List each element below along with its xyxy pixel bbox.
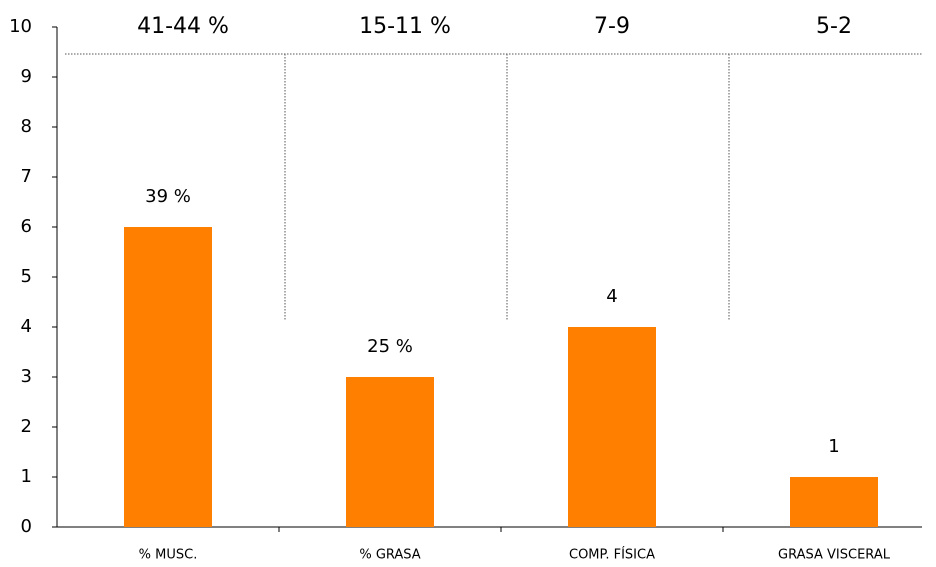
x-tick-label: GRASA VISCERAL [778, 548, 891, 563]
bar [124, 227, 212, 527]
x-tick-label: % MUSC. [139, 548, 198, 563]
bar-label: 39 % [145, 186, 191, 207]
y-tick-label: 8 [21, 116, 32, 137]
y-tick-label: 3 [21, 366, 32, 387]
bar [346, 377, 434, 527]
reference-range: 7-9 [594, 14, 630, 39]
reference-range: 5-2 [816, 14, 852, 39]
y-tick-label: 7 [21, 166, 32, 187]
bar-label: 4 [606, 286, 617, 307]
y-tick-label: 10 [9, 16, 32, 37]
y-tick-label: 1 [21, 466, 32, 487]
x-tick-label: % GRASA [359, 548, 420, 563]
bar-label: 25 % [367, 336, 413, 357]
bar [568, 327, 656, 527]
y-tick-label: 9 [21, 66, 32, 87]
y-tick-label: 5 [21, 266, 32, 287]
x-tick-label: COMP. FÍSICA [569, 547, 655, 563]
y-tick-label: 6 [21, 216, 32, 237]
bar [790, 477, 878, 527]
y-tick-label: 2 [21, 416, 32, 437]
reference-range: 15-11 % [359, 14, 451, 39]
y-tick-label: 4 [21, 316, 32, 337]
bar-label: 1 [828, 436, 839, 457]
reference-range: 41-44 % [137, 14, 229, 39]
y-tick-label: 0 [21, 516, 32, 537]
